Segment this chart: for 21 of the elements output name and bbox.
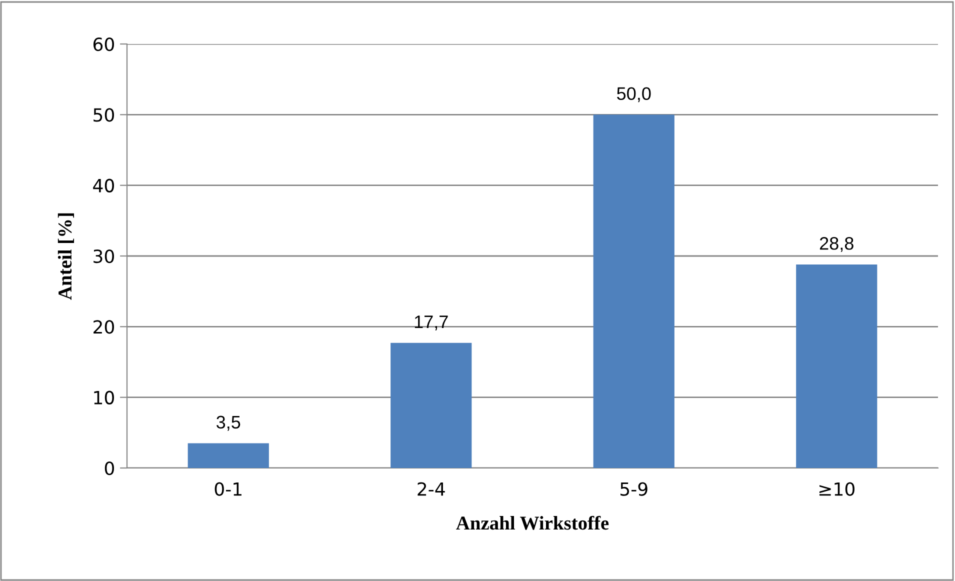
bar [390, 342, 472, 468]
y-tick-label: 20 [94, 320, 114, 334]
x-axis-title: Anzahl Wirkstoffe [456, 516, 609, 530]
y-axis-title: Anteil [%] [58, 213, 74, 300]
data-label: 28,8 [820, 237, 854, 252]
bar [188, 443, 269, 468]
x-tick-label: 0-1 [214, 482, 242, 496]
data-label: 3,5 [216, 416, 240, 431]
y-tick-label: 50 [94, 108, 114, 122]
x-tick-label: 2-4 [418, 482, 445, 496]
y-tick-label: 0 [104, 461, 114, 476]
y-tick-label: 10 [94, 390, 114, 404]
x-tick-label: 5-9 [620, 482, 648, 496]
data-label: 50,0 [617, 87, 651, 102]
x-tick-label: ≥10 [819, 482, 854, 496]
data-label: 17,7 [414, 316, 448, 330]
bar [593, 114, 674, 468]
y-tick-label: 60 [93, 37, 114, 52]
y-tick-label: 40 [93, 178, 114, 192]
bar [796, 264, 878, 468]
y-tick-label: 30 [94, 249, 114, 264]
